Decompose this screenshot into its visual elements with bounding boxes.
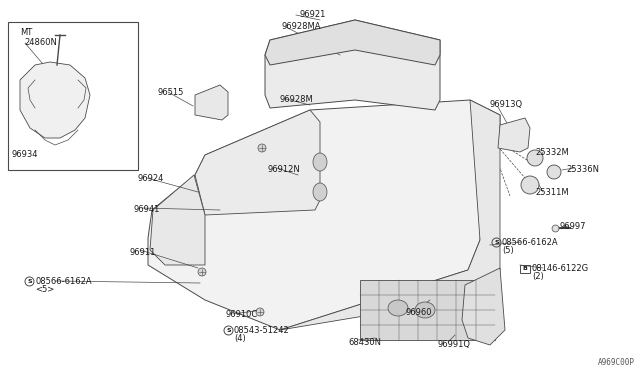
Polygon shape — [265, 20, 440, 65]
Polygon shape — [150, 175, 205, 265]
Ellipse shape — [313, 153, 327, 171]
Text: 96515: 96515 — [158, 88, 184, 97]
Polygon shape — [148, 100, 500, 330]
Polygon shape — [498, 118, 530, 152]
Text: 96910C: 96910C — [225, 310, 257, 319]
Polygon shape — [280, 100, 500, 330]
Circle shape — [527, 150, 543, 166]
Text: S: S — [494, 240, 499, 245]
Text: 08566-6162A: 08566-6162A — [35, 277, 92, 286]
Text: 96912N: 96912N — [268, 165, 301, 174]
Text: 96997: 96997 — [560, 222, 586, 231]
Text: (2): (2) — [532, 272, 544, 281]
Ellipse shape — [415, 302, 435, 318]
Circle shape — [198, 268, 206, 276]
Text: 96924: 96924 — [138, 174, 164, 183]
Text: 96928M: 96928M — [279, 95, 313, 104]
Text: MT: MT — [20, 28, 32, 37]
Text: 25332M: 25332M — [535, 148, 569, 157]
Text: B: B — [523, 266, 527, 272]
Circle shape — [547, 165, 561, 179]
Text: 24860N: 24860N — [24, 38, 57, 47]
Circle shape — [258, 144, 266, 152]
Text: 08146-6122G: 08146-6122G — [532, 264, 589, 273]
Ellipse shape — [313, 183, 327, 201]
Bar — [360, 280, 495, 340]
Text: 25311M: 25311M — [535, 188, 568, 197]
Polygon shape — [462, 268, 505, 345]
Text: S: S — [27, 279, 32, 284]
Text: 96960: 96960 — [406, 308, 433, 317]
Polygon shape — [195, 110, 320, 215]
Circle shape — [256, 308, 264, 316]
Text: 96934: 96934 — [12, 150, 38, 159]
Text: 68430N: 68430N — [348, 338, 381, 347]
Circle shape — [521, 176, 539, 194]
Text: 96941: 96941 — [133, 205, 159, 214]
Polygon shape — [265, 20, 440, 110]
Text: 96928MA: 96928MA — [282, 22, 321, 31]
Text: 96913Q: 96913Q — [490, 100, 523, 109]
Polygon shape — [195, 85, 228, 120]
Text: (5): (5) — [502, 246, 514, 255]
Text: (4): (4) — [234, 334, 246, 343]
Ellipse shape — [388, 300, 408, 316]
Text: 25336N: 25336N — [566, 165, 599, 174]
Text: A969C00P: A969C00P — [598, 358, 635, 367]
Polygon shape — [20, 62, 90, 138]
Text: 08543-51242: 08543-51242 — [234, 326, 290, 335]
Text: 08566-6162A: 08566-6162A — [502, 238, 559, 247]
Text: 96911: 96911 — [130, 248, 156, 257]
Bar — [8, 22, 138, 170]
Text: 96991Q: 96991Q — [438, 340, 471, 349]
Text: <5>: <5> — [35, 285, 54, 294]
Text: S: S — [226, 328, 231, 333]
Text: 96921: 96921 — [300, 10, 326, 19]
